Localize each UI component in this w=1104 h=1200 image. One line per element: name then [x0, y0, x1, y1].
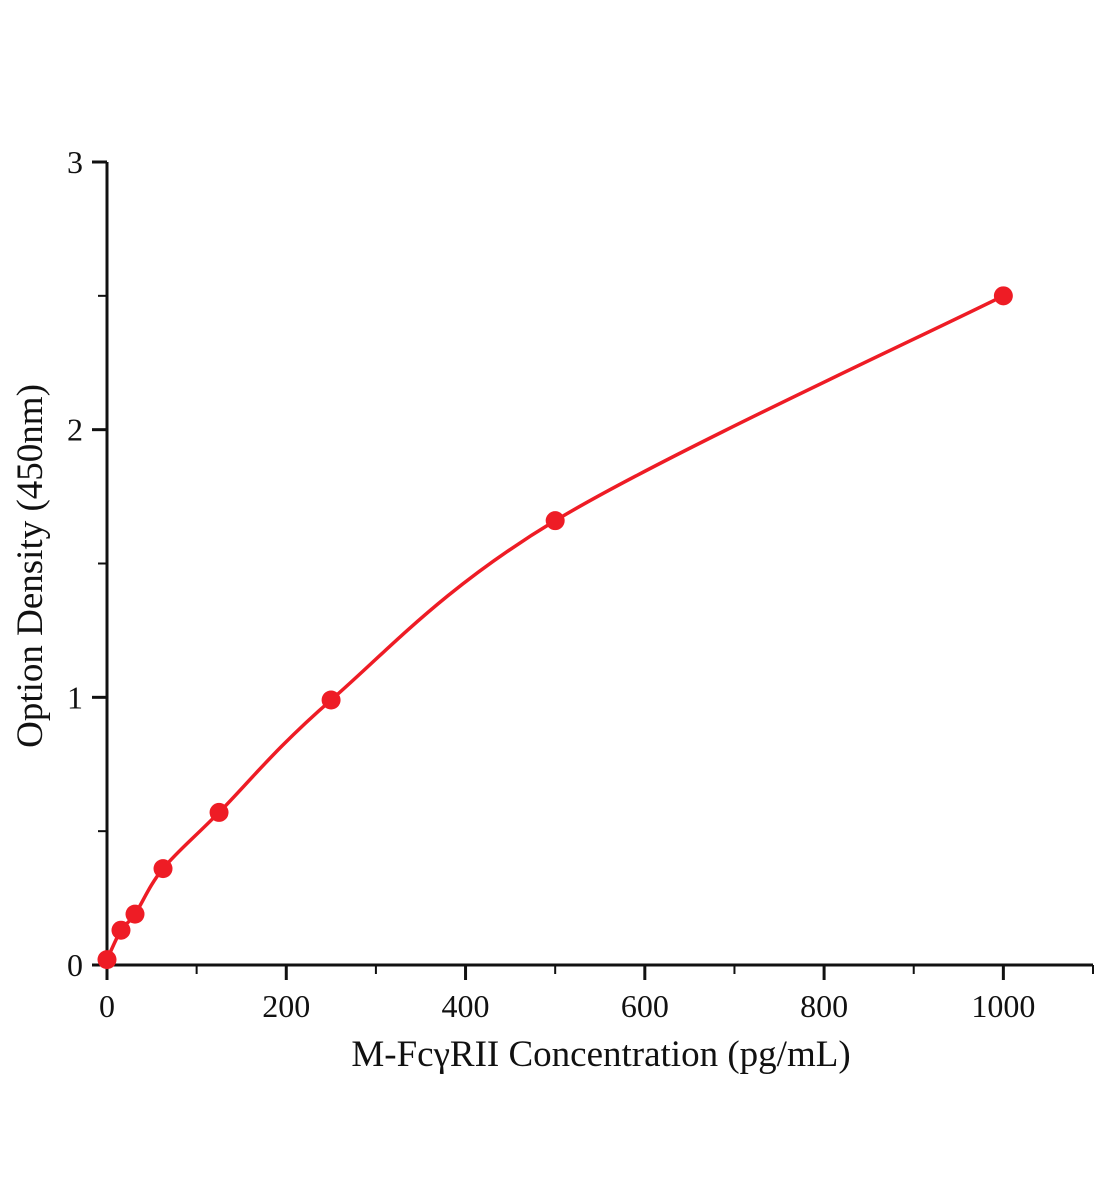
- y-tick-label: 0: [67, 947, 83, 983]
- data-point: [125, 904, 145, 924]
- data-point: [153, 859, 173, 879]
- x-axis-title: M-FcγRII Concentration (pg/mL): [351, 1034, 850, 1075]
- x-tick-label: 1000: [971, 988, 1035, 1024]
- data-point: [545, 511, 565, 531]
- data-point: [993, 286, 1013, 306]
- y-tick-label: 3: [67, 144, 83, 180]
- axes-line: [105, 162, 1093, 967]
- data-point: [97, 950, 117, 970]
- y-axis-title: Option Density (450nm): [10, 384, 51, 748]
- y-tick-label: 1: [67, 679, 83, 715]
- x-tick-label: 200: [262, 988, 310, 1024]
- data-point: [209, 802, 229, 822]
- x-tick-label: 400: [442, 988, 490, 1024]
- x-tick-label: 800: [800, 988, 848, 1024]
- data-point: [321, 690, 341, 710]
- x-tick-label: 0: [99, 988, 115, 1024]
- x-tick-label: 600: [621, 988, 669, 1024]
- plot-area: 0 200 400 600 800 1000 0 1 2 3: [67, 144, 1094, 1024]
- fit-curve: [105, 294, 1006, 962]
- data-point: [111, 920, 131, 940]
- y-tick-label: 2: [67, 412, 83, 448]
